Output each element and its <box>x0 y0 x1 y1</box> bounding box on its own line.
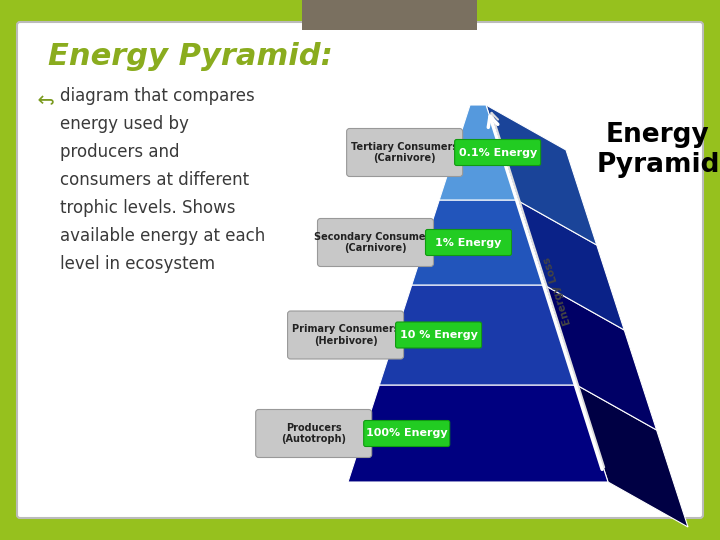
Text: Secondary Consumers
(Carnivore): Secondary Consumers (Carnivore) <box>315 232 436 253</box>
FancyBboxPatch shape <box>364 421 450 447</box>
Text: Energy Loss: Energy Loss <box>542 256 573 326</box>
FancyBboxPatch shape <box>395 322 482 348</box>
FancyBboxPatch shape <box>426 230 511 255</box>
Text: Energy Pyramid:: Energy Pyramid: <box>48 42 333 71</box>
Bar <box>302 0 477 30</box>
Polygon shape <box>412 200 544 285</box>
FancyBboxPatch shape <box>256 409 372 457</box>
Text: energy used by: energy used by <box>60 115 189 133</box>
FancyBboxPatch shape <box>287 311 404 359</box>
Text: Primary Consumers
(Herbivore): Primary Consumers (Herbivore) <box>292 324 400 346</box>
Text: Energy
Pyramid: Energy Pyramid <box>596 122 720 178</box>
Text: producers and: producers and <box>60 143 179 161</box>
Text: 100% Energy: 100% Energy <box>366 429 448 438</box>
FancyBboxPatch shape <box>454 139 541 165</box>
Text: Tertiary Consumers
(Carnivore): Tertiary Consumers (Carnivore) <box>351 141 458 163</box>
Text: ↪: ↪ <box>35 87 53 107</box>
Text: available energy at each: available energy at each <box>60 227 265 245</box>
Text: consumers at different: consumers at different <box>60 171 249 189</box>
Text: diagram that compares: diagram that compares <box>60 87 255 105</box>
Polygon shape <box>348 385 608 482</box>
FancyBboxPatch shape <box>318 219 433 267</box>
Polygon shape <box>486 105 597 245</box>
Polygon shape <box>577 385 688 527</box>
Text: 10 % Energy: 10 % Energy <box>400 330 477 340</box>
Text: trophic levels. Shows: trophic levels. Shows <box>60 199 235 217</box>
FancyBboxPatch shape <box>17 22 703 518</box>
FancyBboxPatch shape <box>346 129 463 177</box>
Text: level in ecosystem: level in ecosystem <box>60 255 215 273</box>
Text: 0.1% Energy: 0.1% Energy <box>459 147 536 158</box>
Text: 1% Energy: 1% Energy <box>436 238 502 247</box>
Text: Producers
(Autotroph): Producers (Autotroph) <box>282 423 346 444</box>
Polygon shape <box>544 285 657 430</box>
Polygon shape <box>379 285 577 385</box>
Polygon shape <box>517 200 624 330</box>
Polygon shape <box>439 105 517 200</box>
